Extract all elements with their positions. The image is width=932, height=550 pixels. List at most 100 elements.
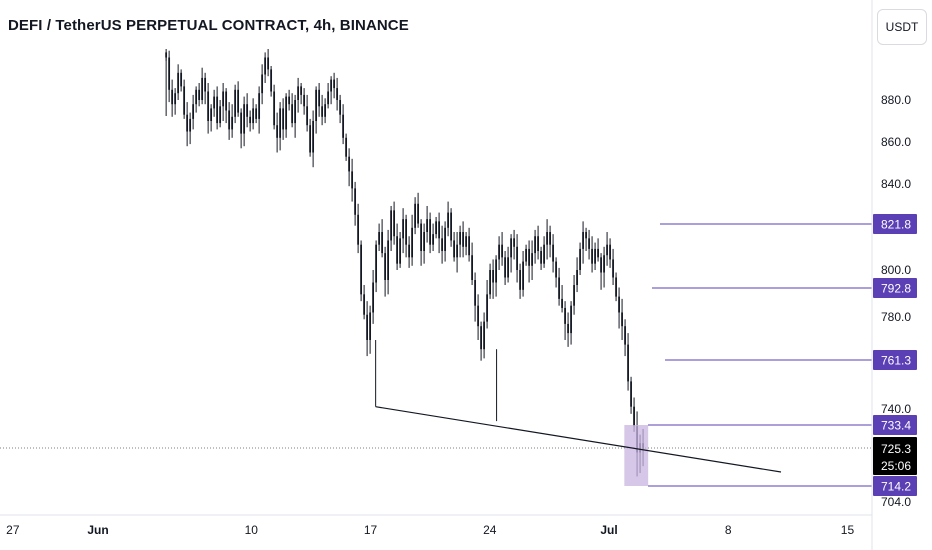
candle-body	[603, 255, 605, 273]
candle-body	[498, 244, 500, 260]
candle-body	[450, 212, 452, 241]
candle-body	[354, 188, 357, 215]
candle-body	[480, 326, 482, 350]
candle-body	[567, 323, 569, 334]
candle-body	[432, 234, 434, 245]
price-level-badge-label: 761.3	[881, 354, 911, 368]
candle-body	[414, 203, 416, 228]
candle-body	[447, 212, 449, 228]
current-price-badge-bg	[873, 437, 917, 475]
candle-body	[513, 238, 515, 247]
time-tick-label: 10	[245, 523, 259, 537]
candle-body	[456, 244, 458, 258]
price-tick-label: 704.0	[881, 495, 911, 509]
candle-body	[387, 240, 390, 280]
candle-body	[375, 244, 378, 283]
candle-body	[303, 94, 306, 107]
candle-body	[264, 57, 267, 75]
candle-body	[207, 91, 210, 121]
candle-body	[282, 108, 285, 130]
price-level-badge: 821.8	[873, 214, 917, 234]
currency-button[interactable]: USDT	[877, 9, 927, 45]
candle-body	[621, 312, 623, 327]
candle-body	[321, 106, 324, 117]
candle-body	[339, 100, 342, 115]
candle-body	[270, 69, 273, 92]
candle-body	[360, 244, 363, 295]
candle-body	[243, 104, 246, 134]
price-tick-label: 880.0	[881, 93, 911, 107]
candle-body	[558, 277, 560, 299]
candle-body	[495, 259, 497, 283]
candle-body	[504, 257, 506, 278]
candle-body	[531, 253, 533, 266]
candle-body	[537, 236, 539, 252]
price-level-badge: 714.2	[873, 476, 917, 496]
candle-body	[306, 106, 309, 126]
time-tick-label: 27	[6, 523, 20, 537]
time-tick-label: Jun	[87, 523, 108, 537]
candle-body	[174, 93, 177, 105]
current-price-badge: 725.3 25:06	[873, 437, 917, 475]
candle-body	[417, 203, 419, 224]
candle-body	[408, 244, 410, 258]
candle-body	[165, 52, 168, 58]
candle-body	[519, 270, 521, 290]
candle-body	[318, 89, 321, 107]
candle-body	[588, 238, 590, 249]
candle-body	[237, 89, 240, 113]
time-tick-label: 24	[483, 523, 497, 537]
candle-body	[231, 116, 234, 130]
candle-body	[363, 294, 366, 315]
candle-body	[402, 219, 405, 239]
price-level-badge-bg	[873, 350, 917, 370]
candle-body	[555, 261, 557, 278]
candle-body	[600, 257, 602, 273]
price-level-badge: 792.8	[873, 278, 917, 298]
candle-body	[576, 270, 578, 285]
candle-body	[633, 406, 635, 427]
candle-body	[276, 125, 279, 138]
candle-body	[552, 244, 554, 262]
bar-countdown-label: 25:06	[881, 459, 911, 473]
candle-body	[465, 236, 467, 247]
price-level-badge-label: 821.8	[881, 218, 911, 232]
candle-body	[288, 96, 291, 105]
candle-body	[393, 210, 396, 237]
price-level-badge-bg	[873, 476, 917, 496]
candle-body	[522, 261, 524, 290]
candle-body	[273, 91, 276, 126]
price-axis[interactable]: 880.0860.0840.0820.0800.0780.0740.0704.0…	[871, 0, 917, 550]
candle-body	[384, 253, 387, 280]
candle-body	[240, 112, 243, 134]
price-tick-label: 740.0	[881, 402, 911, 416]
candle-body	[267, 57, 270, 70]
price-level-badge-bg	[873, 278, 917, 298]
candle-body	[597, 248, 599, 258]
time-tick-label: 17	[364, 523, 378, 537]
candle-body	[453, 240, 455, 258]
price-tick-label: 780.0	[881, 310, 911, 324]
candle-body	[198, 89, 201, 100]
candle-body	[582, 232, 584, 249]
candle-body	[216, 96, 219, 124]
candle-body	[486, 294, 488, 322]
candle-body	[630, 381, 632, 407]
candle-body	[330, 79, 333, 92]
time-axis[interactable]: 27 Jun 10 17 24 Jul 8 15	[0, 514, 872, 537]
candle-body	[564, 307, 566, 324]
candle-body	[195, 89, 198, 105]
candle-body	[516, 246, 518, 270]
candle-body	[315, 89, 318, 121]
candle-body	[312, 121, 315, 153]
candle-body	[546, 232, 548, 245]
candle-body	[189, 118, 192, 132]
candle-body	[420, 223, 422, 252]
candle-body	[501, 244, 503, 258]
current-price-label: 725.3	[881, 442, 911, 456]
candle-body	[459, 232, 461, 245]
candle-body	[591, 248, 593, 264]
candle-body	[399, 238, 402, 264]
price-level-badge-bg	[873, 214, 917, 234]
